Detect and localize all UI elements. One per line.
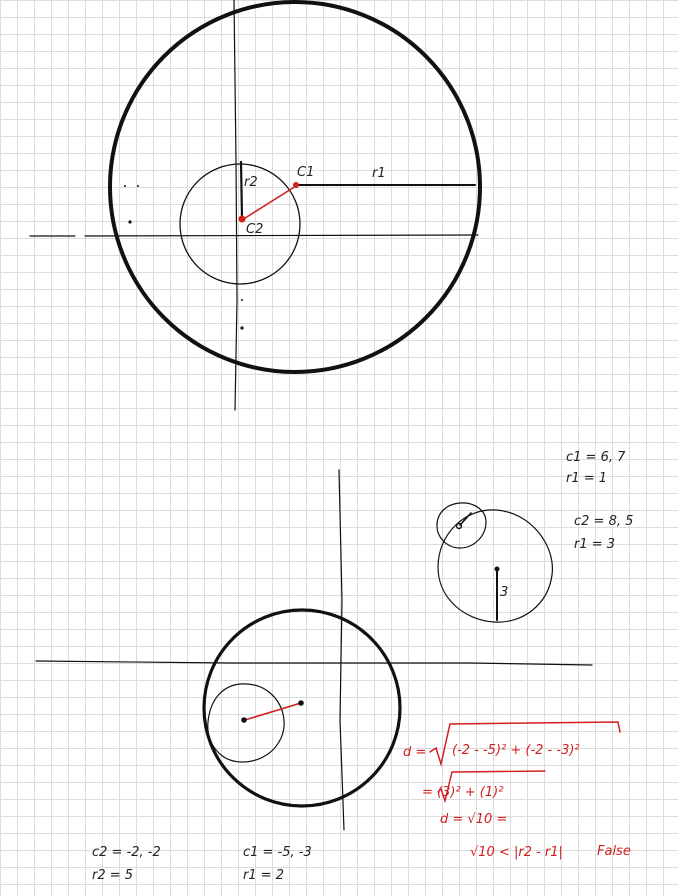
work-line2-expr: = (3)² + (1)²: [422, 785, 503, 800]
bottom-x-axis: [35, 660, 593, 666]
bottom-c1-point: [241, 717, 247, 723]
top-label-r1: r1: [372, 166, 386, 181]
top-center-distance: [241, 185, 297, 221]
top-c2-point: [238, 215, 246, 223]
work-line4-result: False: [597, 844, 631, 859]
bottom-y-axis: [338, 469, 345, 831]
right-note-r1: r1 = 1: [566, 471, 607, 486]
bottom-c2-point: [298, 700, 304, 706]
top-small-circle: [179, 163, 301, 285]
right-large-circle: [437, 509, 553, 623]
right-small-r-line: [459, 512, 472, 526]
top-dot: [137, 185, 139, 187]
bottom-sketch: c2 = -2, -2 r2 = 5 c1 = -5, -3 r1 = 2: [35, 469, 593, 883]
top-x-axis: [29, 234, 479, 237]
right-note-c1: c1 = 6, 7: [566, 450, 626, 465]
top-dot: [124, 185, 126, 187]
right-sketch: 3 c1 = 6, 7 r1 = 1 c2 = 8, 5 r1 = 3: [436, 450, 633, 623]
bottom-big-circle: [202, 608, 402, 808]
right-c1-point: [455, 522, 463, 530]
bottom-left-note-c: c2 = -2, -2: [92, 845, 161, 860]
top-dot: [241, 299, 243, 301]
bottom-center-distance: [244, 702, 302, 721]
work-radical-1: [429, 721, 621, 767]
right-small-circle: [436, 502, 487, 549]
top-sketch: C1 r1 r2 C2: [29, 0, 482, 411]
right-note-c2: c2 = 8, 5: [574, 514, 633, 529]
bottom-left-note-r: r2 = 5: [92, 868, 133, 883]
top-label-c2: C2: [246, 222, 263, 237]
top-label-c1: C1: [297, 165, 314, 180]
top-dot: [240, 326, 244, 330]
bottom-small-circle: [207, 683, 285, 763]
top-r2-line: [239, 160, 244, 220]
work-line1-expr: (-2 - -5)² + (-2 - -3)²: [452, 743, 580, 758]
top-y-axis: [233, 0, 238, 411]
bottom-mid-note-r: r1 = 2: [243, 868, 284, 883]
top-label-r2: r2: [244, 175, 258, 190]
work-line1-lhs: d =: [403, 745, 426, 760]
work-line3: d = √10 =: [440, 812, 507, 827]
bottom-mid-note-c: c1 = -5, -3: [243, 845, 312, 860]
top-big-circle: [108, 0, 482, 374]
work-line4: √10 < |r2 - r1|: [470, 845, 563, 860]
distance-work: d = (-2 - -5)² + (-2 - -3)² = (3)² + (1)…: [403, 721, 631, 860]
right-radius-label: 3: [500, 585, 508, 600]
work-radical-2: [437, 770, 546, 804]
top-dot: [128, 220, 132, 224]
right-note-r2: r1 = 3: [574, 537, 615, 552]
right-c2-point: [494, 566, 500, 572]
top-c1-point: [293, 182, 299, 188]
